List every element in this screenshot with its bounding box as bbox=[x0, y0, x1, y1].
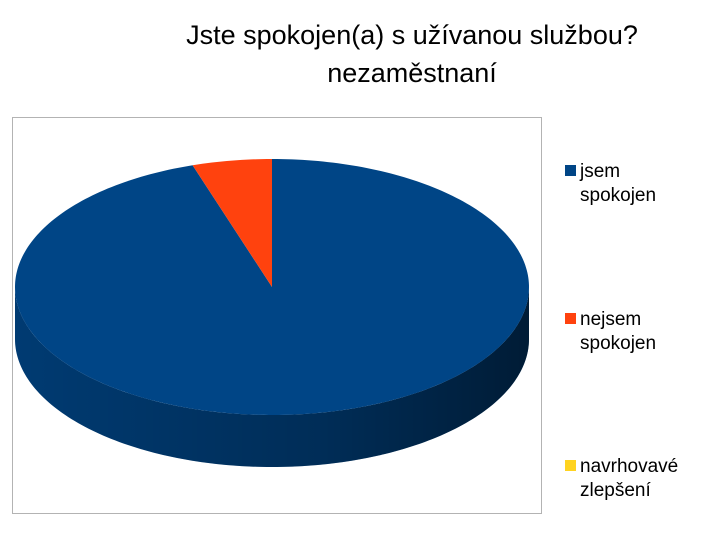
legend-swatch bbox=[565, 313, 576, 324]
legend-label: navrhovavé zlepšení bbox=[580, 456, 679, 501]
pie-tops bbox=[15, 159, 529, 415]
pie bbox=[15, 159, 529, 467]
pie-slice bbox=[15, 159, 529, 415]
chart-subtitle: nezaměstnaní bbox=[327, 58, 497, 88]
pie-sides bbox=[15, 287, 529, 467]
plot-frame bbox=[12, 117, 542, 514]
pie-slice bbox=[192, 159, 272, 287]
legend-swatch bbox=[565, 460, 576, 471]
legend-swatch bbox=[565, 165, 576, 176]
legend-label: nejsem spokojen bbox=[580, 309, 657, 354]
pie-side-shade bbox=[15, 287, 529, 467]
chart-title: Jste spokojen(a) s užívanou službou? bbox=[186, 20, 638, 50]
legend-label: jsem spokojen bbox=[580, 161, 657, 206]
